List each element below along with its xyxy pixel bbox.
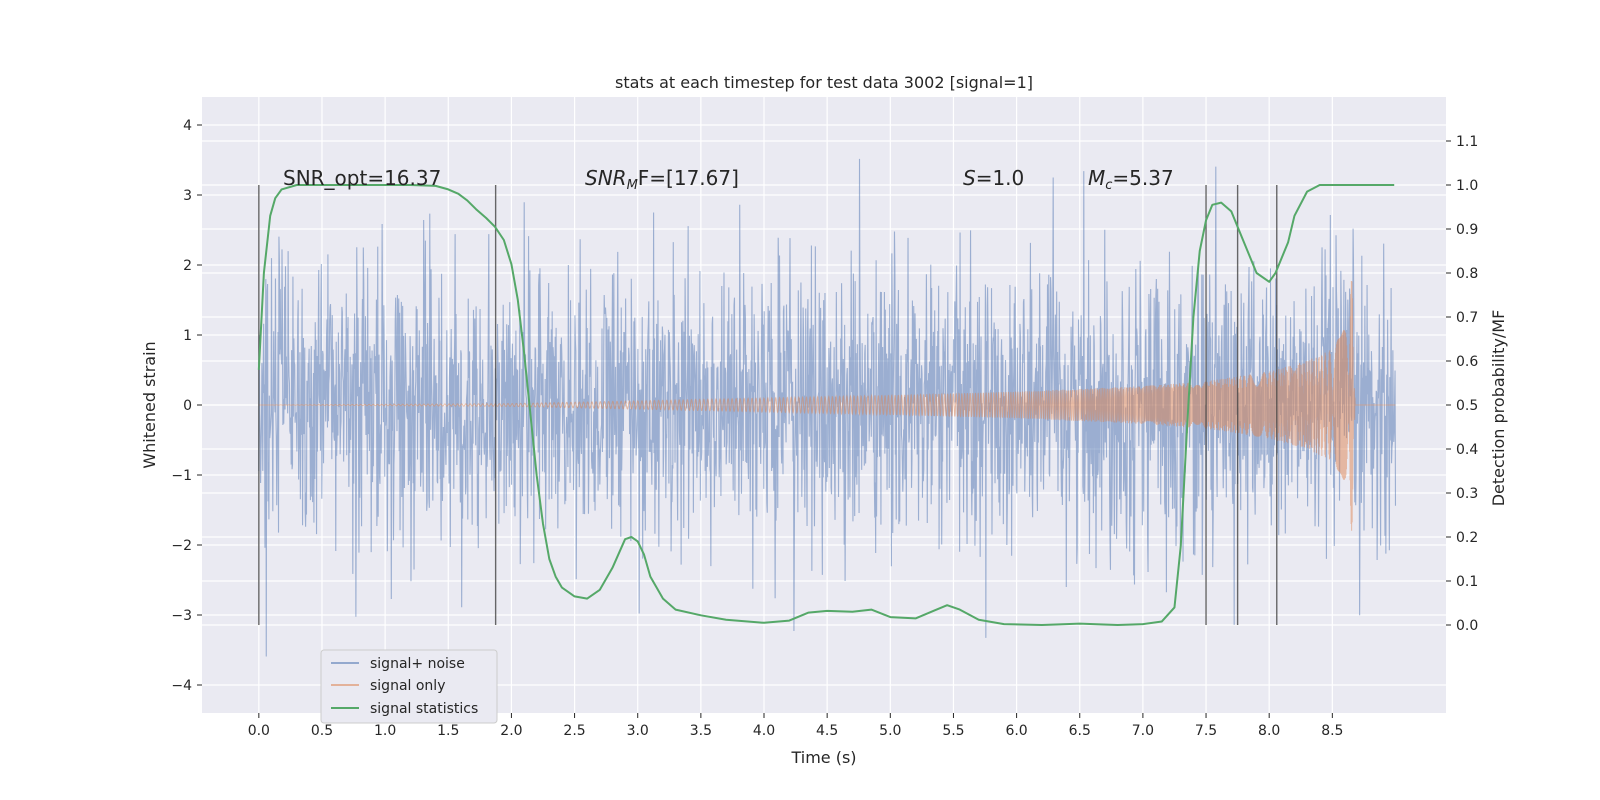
y-tick-label-right: 1.1 [1456, 134, 1478, 150]
annotation-snr-mf-sub: M [627, 178, 638, 193]
x-tick-label: 6.0 [1005, 723, 1027, 739]
x-tick-label: 3.0 [627, 723, 649, 739]
x-tick-label: 8.5 [1321, 723, 1343, 739]
x-tick-label: 6.5 [1069, 723, 1091, 739]
annotation-mc-base: M [1088, 166, 1105, 190]
y-axis-label-left: Whitened strain [140, 341, 159, 468]
y-tick-label-right: 1.0 [1456, 178, 1478, 194]
annotations: SNR_opt=16.37 SNRMF=[17.67] S=1.0 Mc=5.3… [283, 166, 1174, 193]
y-tick-label-left: −3 [171, 608, 192, 624]
y-tick-label-right: 0.3 [1456, 486, 1478, 502]
x-tick-label: 7.0 [1132, 723, 1154, 739]
x-tick-label: 4.5 [816, 723, 838, 739]
annotation-s-value: =1.0 [976, 166, 1025, 190]
annotation-mc-sub: c [1105, 178, 1112, 193]
annotation-s: S=1.0 [963, 166, 1024, 190]
y-tick-label-left: −4 [171, 678, 192, 694]
x-tick-label: 0.5 [311, 723, 333, 739]
chart-title: stats at each timestep for test data 300… [615, 73, 1033, 92]
y-tick-label-right: 0.2 [1456, 530, 1478, 546]
legend-label-signal-only: signal only [370, 678, 445, 694]
annotation-mc-value: =5.37 [1112, 166, 1173, 190]
y-tick-label-right: 0.1 [1456, 574, 1478, 590]
y-tick-label-left: 1 [183, 328, 192, 344]
x-axis-label: Time (s) [790, 748, 856, 767]
annotation-s-symbol: S [963, 166, 976, 190]
y-tick-label-left: 2 [183, 258, 192, 274]
legend: signal+ noise signal only signal statist… [320, 649, 498, 724]
vertical-markers [258, 185, 1278, 625]
y-tick-label-right: 0.7 [1456, 310, 1478, 326]
y-tick-label-left: 0 [183, 398, 192, 414]
annotation-snr-mf-base: SNR [585, 166, 627, 190]
signal-statistics-line [257, 184, 1395, 626]
annotation-snr-mf: SNRMF=[17.67] [585, 166, 739, 193]
annotation-mc: Mc=5.37 [1088, 166, 1174, 193]
x-tick-label: 5.0 [879, 723, 901, 739]
legend-label-signal-plus-noise: signal+ noise [370, 656, 465, 672]
y-tick-label-left: 3 [183, 188, 192, 204]
y-tick-label-right: 0.0 [1456, 618, 1478, 634]
x-tick-label: 8.0 [1258, 723, 1280, 739]
y-axis-label-right: Detection probability/MF [1489, 310, 1508, 507]
y-tick-label-left: −2 [171, 538, 192, 554]
y-tick-label-right: 0.8 [1456, 266, 1478, 282]
legend-box [320, 649, 498, 724]
annotation-snr-opt: SNR_opt=16.37 [283, 166, 441, 190]
x-tick-label: 7.5 [1195, 723, 1217, 739]
x-tick-label: 1.5 [437, 723, 459, 739]
y-tick-label-right: 0.5 [1456, 398, 1478, 414]
x-tick-label: 2.0 [500, 723, 522, 739]
x-tick-label: 3.5 [690, 723, 712, 739]
x-tick-label: 2.5 [563, 723, 585, 739]
y-tick-label-left: −1 [171, 468, 192, 484]
x-tick-label: 0.0 [248, 723, 270, 739]
annotation-snr-mf-rest: F=[17.67] [638, 166, 739, 190]
ticks: 0.0 0.5 1.0 1.5 2.0 2.5 3.0 3.5 4.0 4.5 5.0 5.5 6.0 6… [171, 118, 1478, 739]
signal-statistics-series [257, 184, 1395, 626]
y-tick-label-right: 0.9 [1456, 222, 1478, 238]
y-tick-label-left: 4 [183, 118, 192, 134]
y-tick-label-right: 0.4 [1456, 442, 1478, 458]
legend-label-signal-statistics: signal statistics [370, 701, 478, 717]
x-tick-label: 5.5 [942, 723, 964, 739]
x-tick-label: 4.0 [753, 723, 775, 739]
x-tick-label: 1.0 [374, 723, 396, 739]
y-tick-label-right: 0.6 [1456, 354, 1478, 370]
